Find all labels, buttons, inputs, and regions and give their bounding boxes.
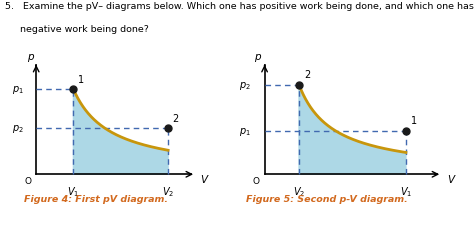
Text: 5.   Examine the pV– diagrams below. Which one has positive work being done, and: 5. Examine the pV– diagrams below. Which… xyxy=(5,2,474,11)
Text: 2: 2 xyxy=(304,70,310,80)
Text: Figure 5: Second p-V diagram.: Figure 5: Second p-V diagram. xyxy=(246,195,408,204)
Text: 2: 2 xyxy=(173,114,179,123)
Text: 1: 1 xyxy=(78,74,84,85)
Text: $V_1$: $V_1$ xyxy=(400,184,412,198)
Text: p: p xyxy=(255,52,261,61)
Text: $p_1$: $p_1$ xyxy=(12,84,24,96)
Text: $V_2$: $V_2$ xyxy=(293,184,305,198)
Text: $p_2$: $p_2$ xyxy=(12,123,24,135)
Text: Figure 4: First pV diagram.: Figure 4: First pV diagram. xyxy=(24,195,168,204)
Text: V: V xyxy=(447,174,455,184)
Polygon shape xyxy=(299,85,406,174)
Text: $p_1$: $p_1$ xyxy=(239,125,251,137)
Text: negative work being done?: negative work being done? xyxy=(5,25,149,34)
Text: V: V xyxy=(201,174,208,184)
Polygon shape xyxy=(73,90,168,174)
Text: p: p xyxy=(27,52,33,61)
Text: $V_2$: $V_2$ xyxy=(162,184,174,198)
Text: 1: 1 xyxy=(411,116,417,126)
Text: O: O xyxy=(25,177,32,185)
Text: $V_1$: $V_1$ xyxy=(67,184,80,198)
Text: $p_2$: $p_2$ xyxy=(239,79,251,91)
Text: O: O xyxy=(253,177,259,185)
